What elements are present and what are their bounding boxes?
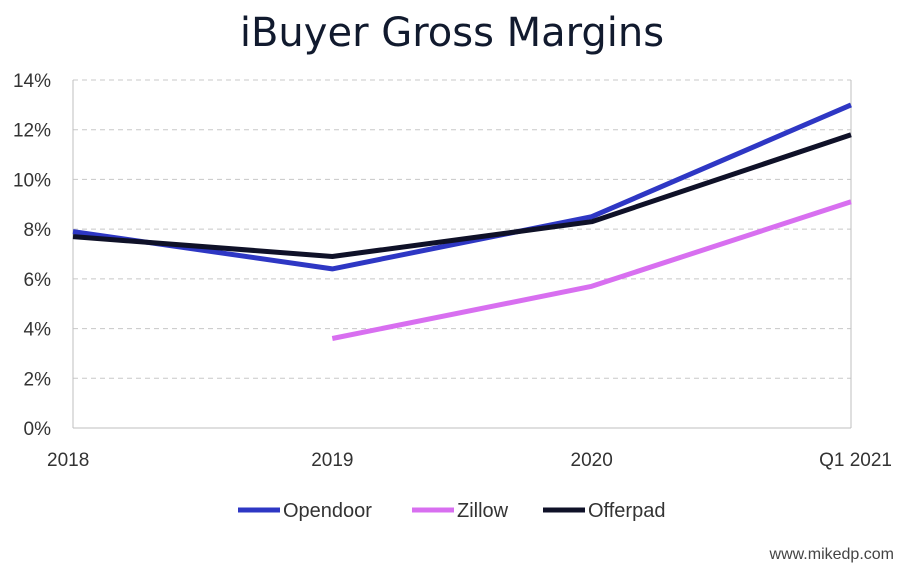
chart-title: iBuyer Gross Margins — [240, 10, 664, 56]
x-tick-label: 2018 — [47, 450, 89, 471]
series-line-opendoor — [72, 102, 852, 272]
legend-label-opendoor: Opendoor — [283, 500, 372, 522]
axes: 0% 2% 4% 6% 8% 10% 12% 14% 2018 2019 2020 Q1 2021 — [13, 71, 892, 471]
series-lines — [72, 102, 852, 341]
y-tick-label: 6% — [24, 270, 52, 291]
y-tick-label: 0% — [24, 419, 52, 440]
y-tick-label: 8% — [24, 220, 52, 241]
legend-label-offerpad: Offerpad — [588, 500, 665, 522]
x-tick-label: 2020 — [571, 450, 613, 471]
y-tick-label: 12% — [13, 121, 51, 142]
y-tick-label: 10% — [13, 170, 51, 191]
series-line-offerpad — [72, 132, 852, 259]
x-tick-label: 2019 — [311, 450, 353, 471]
x-tick-label: Q1 2021 — [819, 450, 892, 471]
y-tick-label: 14% — [13, 71, 51, 92]
legend: Opendoor Zillow Offerpad — [238, 500, 665, 522]
series-line-zillow — [331, 199, 852, 341]
y-tick-label: 2% — [24, 369, 52, 390]
y-tick-label: 4% — [24, 320, 52, 341]
source-credit: www.mikedp.com — [769, 546, 894, 563]
legend-label-zillow: Zillow — [457, 500, 509, 522]
gridlines — [73, 79, 851, 379]
